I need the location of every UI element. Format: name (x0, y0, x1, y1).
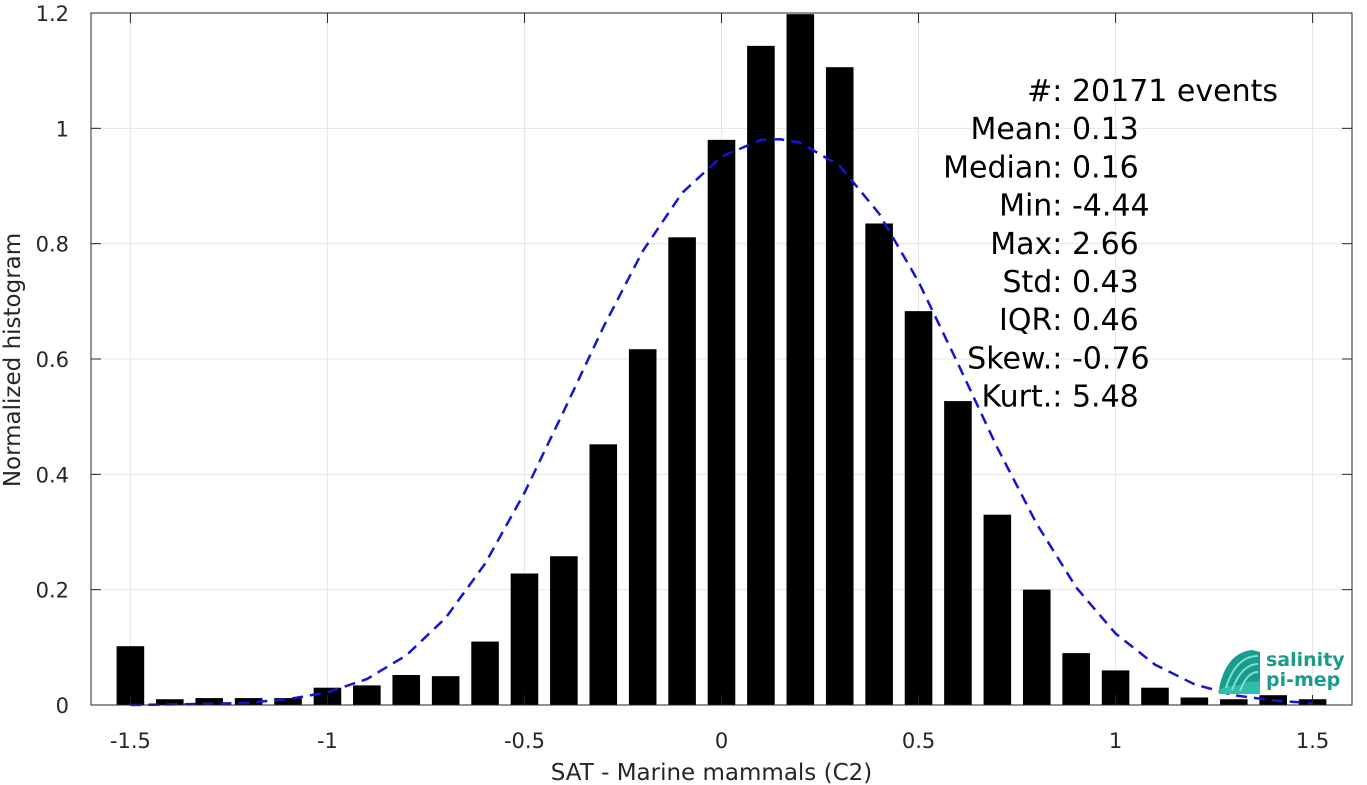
stat-label-7: Skew. (967, 341, 1052, 376)
bar-23 (1022, 589, 1051, 705)
bar-19 (865, 223, 893, 705)
x-tick-label-0: -1.5 (110, 729, 151, 753)
stat-value-0: : 20171 events (1052, 74, 1278, 109)
bar-27 (1180, 697, 1209, 705)
bar-28 (1219, 699, 1248, 705)
bar-15 (707, 139, 736, 705)
y-tick-label-6: 1.2 (36, 2, 69, 26)
x-axis-label: SAT - Marine mammals (C2) (551, 760, 873, 785)
stat-value-6: : 0.46 (1052, 303, 1138, 338)
bar-4 (274, 698, 302, 705)
y-axis-label: Normalized histogram (0, 233, 26, 487)
logo-text-line1: salinity (1266, 649, 1345, 671)
y-tick-label-4: 0.8 (36, 233, 69, 257)
x-tick-label-6: 1.5 (1296, 729, 1329, 753)
x-tick-label-3: 0 (715, 729, 728, 753)
bar-6 (353, 685, 381, 705)
logo-text-line2: pi-mep (1266, 669, 1340, 691)
stat-value-2: : 0.16 (1052, 150, 1138, 185)
bar-7 (392, 675, 421, 705)
bar-26 (1141, 687, 1169, 705)
stat-value-7: : -0.76 (1052, 341, 1149, 376)
stat-value-3: : -4.44 (1052, 189, 1149, 224)
stat-label-6: IQR (999, 303, 1052, 338)
logo-wave-icon (1219, 650, 1260, 694)
y-tick-label-0: 0 (56, 694, 69, 718)
stat-value-8: : 5.48 (1052, 380, 1138, 415)
tick-labels: -1.5 -1 -0.5 0 0.5 1 1.5 0 0.2 0.4 0.6 0.8 1 1.2 (36, 2, 1330, 753)
y-tick-label-3: 0.6 (36, 348, 69, 372)
bar-17 (786, 14, 815, 706)
stat-label-8: Kurt. (981, 380, 1052, 415)
bar-11 (550, 556, 578, 705)
bar-21 (944, 401, 972, 705)
stat-value-1: : 0.13 (1052, 112, 1138, 147)
y-tick-label-1: 0.2 (36, 579, 69, 603)
x-tick-label-5: 1 (1109, 729, 1122, 753)
fit-curve-line (130, 138, 1313, 707)
stat-label-3: Min (999, 189, 1052, 224)
bar-22 (983, 514, 1012, 705)
bar-2 (195, 698, 224, 705)
y-tick-label-2: 0.4 (36, 463, 69, 487)
fit-curve (130, 138, 1313, 707)
bar-1 (156, 699, 184, 705)
stat-label-4: Max (990, 227, 1052, 262)
bar-16 (747, 45, 775, 706)
stat-label-1: Mean (971, 112, 1053, 147)
stat-label-2: Median (943, 150, 1052, 185)
bar-14 (668, 237, 696, 705)
bar-24 (1062, 653, 1090, 705)
bar-20 (904, 311, 933, 705)
stat-value-5: : 0.43 (1052, 265, 1138, 300)
ticks (91, 12, 1352, 706)
salinity-pimep-logo: salinity pi-mep (1219, 649, 1345, 694)
bar-8 (431, 676, 460, 705)
bar-9 (471, 641, 499, 705)
stat-label-5: Std (1002, 265, 1052, 300)
bars (116, 14, 1327, 706)
x-tick-label-2: -0.5 (504, 729, 545, 753)
bar-18 (825, 67, 854, 705)
bar-10 (510, 573, 539, 705)
bar-12 (589, 444, 618, 705)
stat-label-0: # (1027, 74, 1052, 109)
bar-13 (628, 349, 657, 705)
x-tick-label-1: -1 (317, 729, 338, 753)
stat-value-4: : 2.66 (1052, 227, 1138, 262)
y-tick-label-5: 1 (56, 117, 69, 141)
x-tick-label-4: 0.5 (902, 729, 935, 753)
